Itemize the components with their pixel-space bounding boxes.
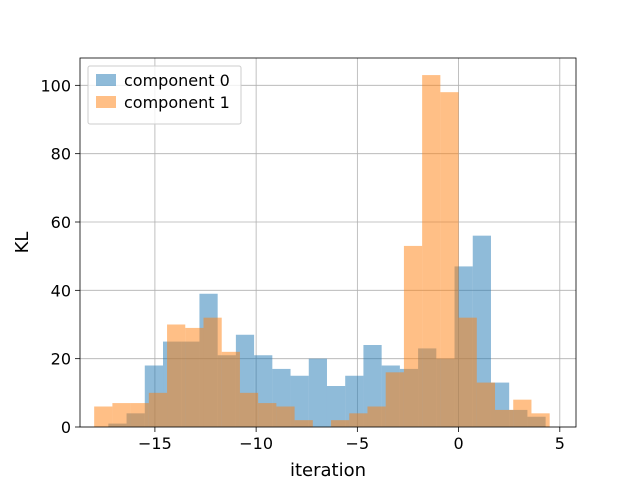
bar-component-1 [276,406,295,427]
x-axis-label: iteration [290,460,366,480]
y-tick-label: 80 [51,145,71,164]
bar-component-1 [440,92,459,428]
y-axis-label: KL [12,232,33,254]
ticks: −15 −10 −5 0 5 0 20 40 60 80 100 [40,76,564,453]
grid [80,58,576,428]
bars [94,75,550,428]
legend-label-component-0: component 0 [124,71,230,90]
bar-component-1 [531,413,550,427]
bar-component-0 [472,235,491,427]
legend-box [87,65,242,125]
bar-component-1 [422,75,441,427]
bar-component-1 [367,406,386,427]
bar-component-1 [385,372,404,427]
bar-component-1 [112,403,131,427]
bar-component-0 [308,358,327,427]
bar-component-1 [203,317,222,427]
legend: component 0 component 1 [87,65,242,125]
y-tick-label: 40 [51,281,71,300]
x-tick-label: −5 [346,434,370,453]
bar-component-1 [349,413,368,427]
legend-swatch-component-0 [96,74,116,86]
bar-component-1 [185,327,204,427]
bar-component-1 [258,403,277,427]
y-tick-label: 60 [51,213,71,232]
bar-component-1 [331,420,350,427]
legend-label-component-1: component 1 [124,93,230,112]
bar-component-1 [94,406,113,427]
y-tick-label: 20 [51,350,71,369]
x-tick-label: −15 [138,434,172,453]
y-tick-label: 0 [61,418,71,437]
bar-component-1 [294,420,313,427]
plot-frame [79,57,577,428]
x-tick-label: −10 [239,434,273,453]
y-tick-label: 100 [40,76,71,95]
bar-component-1 [403,245,423,427]
bar-component-1 [221,351,240,427]
bar-component-1 [148,392,168,427]
bar-component-0 [326,386,346,427]
bar-component-0 [290,375,309,427]
x-tick-label: 0 [453,434,463,453]
bar-component-1 [495,409,514,427]
legend-swatch-component-1 [96,96,116,108]
bar-component-1 [167,324,186,427]
bar-component-1 [513,399,532,427]
bar-component-1 [458,317,477,427]
bar-component-1 [130,403,149,427]
x-tick-label: 5 [555,434,565,453]
bar-component-1 [239,392,259,427]
bar-component-1 [476,382,496,427]
